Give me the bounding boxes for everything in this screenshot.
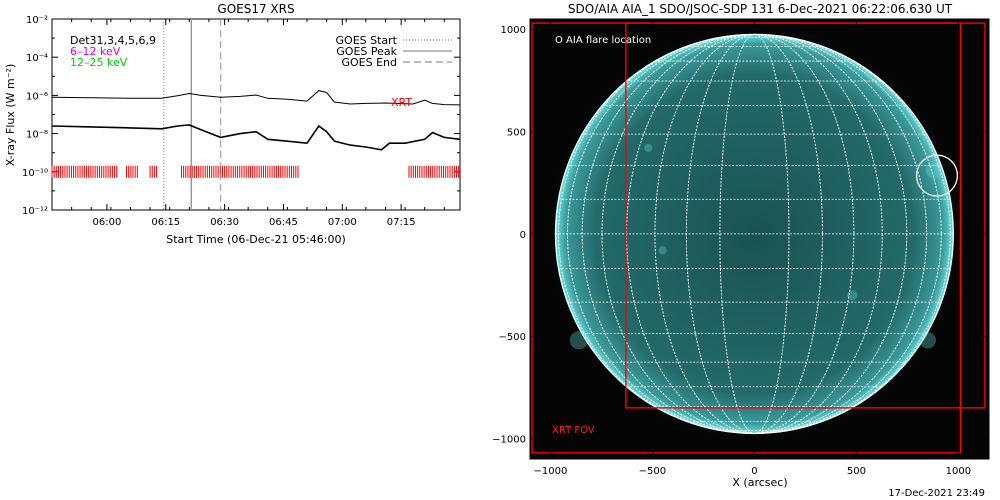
goes-chart-title: GOES17 XRS <box>217 2 294 16</box>
legend-band-low: 6–12 keV <box>70 45 121 58</box>
goes-x-axis-label: Start Time (06-Dec-21 05:46:00) <box>166 233 346 246</box>
aia-y-axis: −1000 −500 0 500 1000 <box>492 25 989 446</box>
x-tick-label: 07:15 <box>387 217 416 228</box>
heliographic-grid <box>554 33 954 435</box>
goes-event-markers <box>163 19 222 210</box>
x-tick-label: 500 <box>847 466 866 477</box>
x-tick-label: 06:15 <box>151 217 180 228</box>
aia-plot-frame <box>529 18 990 460</box>
x-tick-label: 1000 <box>946 466 971 477</box>
footer-timestamp: 17-Dec-2021 23:49 <box>888 488 985 499</box>
y-tick-label: 0 <box>520 230 526 241</box>
active-region <box>644 143 653 153</box>
y-tick-label: 10⁻⁴ <box>26 53 48 64</box>
solar-disk-body <box>555 34 954 434</box>
y-tick-label: 1000 <box>501 25 526 36</box>
y-tick-label: −500 <box>499 332 526 343</box>
goes-xrs-chart: GOES17 XRS 10⁻² 10⁻⁴ 10⁻⁶ 10⁻⁸ 10⁻¹⁰ 10⁻¹² 06… <box>4 2 461 246</box>
xrt-fov-boxes <box>531 22 986 454</box>
x-tick-label: 06:45 <box>269 217 298 228</box>
aia-image-panel: SDO/AIA AIA_1 SDO/JSOC-SDP 131 6-Dec-202… <box>492 2 990 499</box>
flare-legend: O AIA flare location <box>555 35 651 46</box>
xrt-fov-label: XRT FOV <box>552 425 595 436</box>
x-tick-label: 07:00 <box>328 217 357 228</box>
legend-goes-end: GOES End <box>341 56 397 69</box>
series-line-2 <box>51 124 461 151</box>
x-tick-label: 06:30 <box>210 217 239 228</box>
aia-title: SDO/AIA AIA_1 SDO/JSOC-SDP 131 6-Dec-202… <box>568 2 953 16</box>
legend-band-high: 12–25 keV <box>70 56 128 69</box>
goes-y-axis: 10⁻² 10⁻⁴ 10⁻⁶ 10⁻⁸ 10⁻¹⁰ 10⁻¹² <box>22 15 460 217</box>
x-tick-label: 06:00 <box>93 217 122 228</box>
legend-goes-peak: GOES Peak <box>336 45 397 58</box>
aia-x-axis-label: X (arcsec) <box>732 476 787 489</box>
active-region <box>919 332 936 349</box>
y-tick-label: 10⁻² <box>26 15 48 26</box>
flare-location-marker <box>915 154 959 197</box>
x-tick-label: −1000 <box>533 466 567 477</box>
solar-limb <box>554 33 954 435</box>
y-tick-label: 10⁻⁶ <box>26 91 48 102</box>
active-region <box>658 246 667 255</box>
active-region <box>925 162 943 179</box>
aia-x-axis: −1000 −500 0 500 1000 <box>533 19 971 477</box>
y-tick-label: 500 <box>507 128 526 139</box>
longitude-line <box>654 33 855 434</box>
goes-x-axis: 06:00 06:15 06:30 06:45 07:00 07:15 <box>51 19 445 228</box>
goes-y-axis-label: X-ray Flux (W m⁻²) <box>4 64 17 166</box>
series-line-1 <box>51 90 461 106</box>
y-tick-label: 10⁻⁸ <box>26 130 48 141</box>
solar-disk <box>543 22 966 446</box>
x-tick-label: 0 <box>751 466 757 477</box>
xrt-coverage-bars <box>51 165 460 178</box>
y-tick-label: 10⁻¹⁰ <box>22 168 48 179</box>
legend-goes-start: GOES Start <box>336 34 398 47</box>
goes-series <box>51 90 461 151</box>
xrt-fov-rectangle <box>625 22 986 409</box>
y-tick-label: 10⁻¹² <box>22 206 48 217</box>
legend-detectors: Det31,3,4,5,6,9 <box>70 34 156 47</box>
y-tick-label: −1000 <box>492 435 526 446</box>
xrt-label: XRT <box>391 96 412 109</box>
flare-circle <box>915 154 959 197</box>
active-region <box>847 290 858 301</box>
x-tick-label: −500 <box>639 466 666 477</box>
